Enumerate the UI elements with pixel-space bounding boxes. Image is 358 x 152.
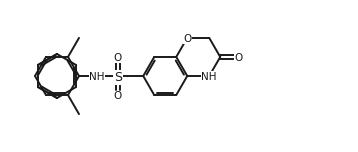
- Text: NH: NH: [89, 72, 105, 82]
- Text: NH: NH: [202, 72, 217, 82]
- Text: S: S: [114, 71, 122, 84]
- Text: O: O: [235, 53, 243, 63]
- Text: O: O: [183, 34, 192, 44]
- Text: O: O: [114, 91, 122, 101]
- Text: O: O: [114, 53, 122, 63]
